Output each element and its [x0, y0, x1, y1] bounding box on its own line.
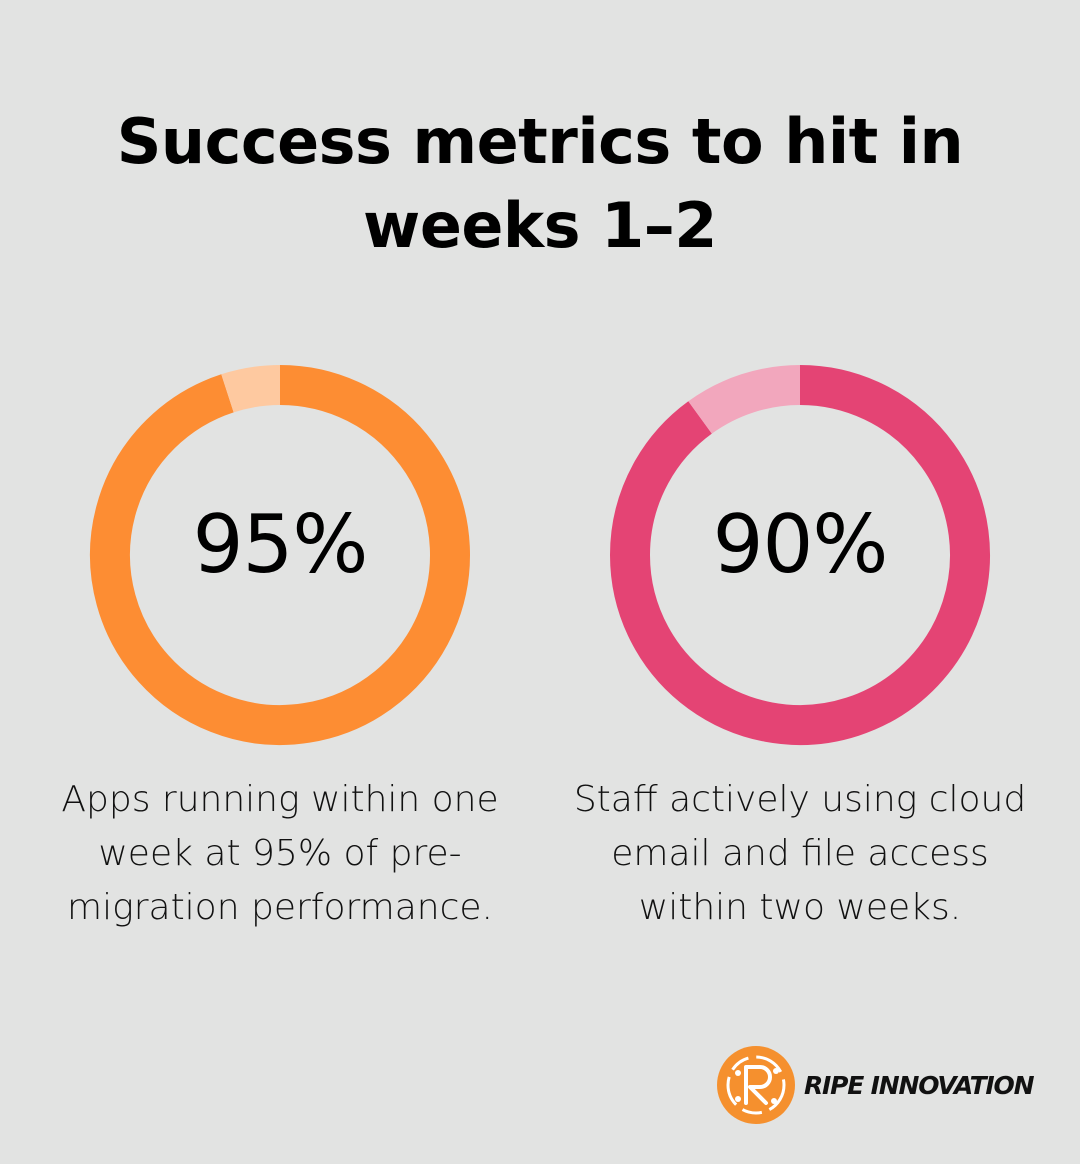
brand: RIPE INNOVATION: [716, 1045, 1035, 1125]
metric-card-apps: 95% Apps running within one week at 95% …: [61, 355, 499, 955]
caption-line: email and file access: [611, 833, 989, 874]
donut-value-apps: 95%: [192, 498, 369, 591]
donut-slice-value: [610, 365, 990, 745]
ripe-innovation-logo-icon: [717, 1046, 795, 1124]
caption-line: week at 95% of pre-: [98, 833, 462, 874]
caption-line: Staff actively using cloud: [573, 779, 1027, 820]
donut-slice-value: [90, 365, 470, 745]
caption-line: within two weeks.: [638, 887, 962, 928]
caption-line: migration performance.: [67, 887, 493, 928]
metric-caption-apps: Apps running within one week at 95% of p…: [50, 773, 510, 935]
donut-slice-remainder: [221, 365, 281, 413]
metric-caption-staff: Staff actively using cloud email and fil…: [570, 773, 1030, 935]
caption-line: Apps running within one: [61, 779, 499, 820]
brand-name: RIPE INNOVATION: [804, 1070, 1035, 1100]
metric-card-staff: 90% Staff actively using cloud email and…: [574, 355, 1026, 955]
donut-chart-staff: [610, 365, 990, 745]
donut-value-staff: 90%: [712, 498, 889, 591]
page-title: Success metrics to hit in weeks 1–2: [0, 100, 1080, 268]
title-line-2: weeks 1–2: [363, 189, 717, 262]
donut-chart-apps: [90, 365, 470, 745]
title-line-1: Success metrics to hit in: [116, 105, 964, 178]
donut-slice-remainder: [688, 365, 801, 434]
